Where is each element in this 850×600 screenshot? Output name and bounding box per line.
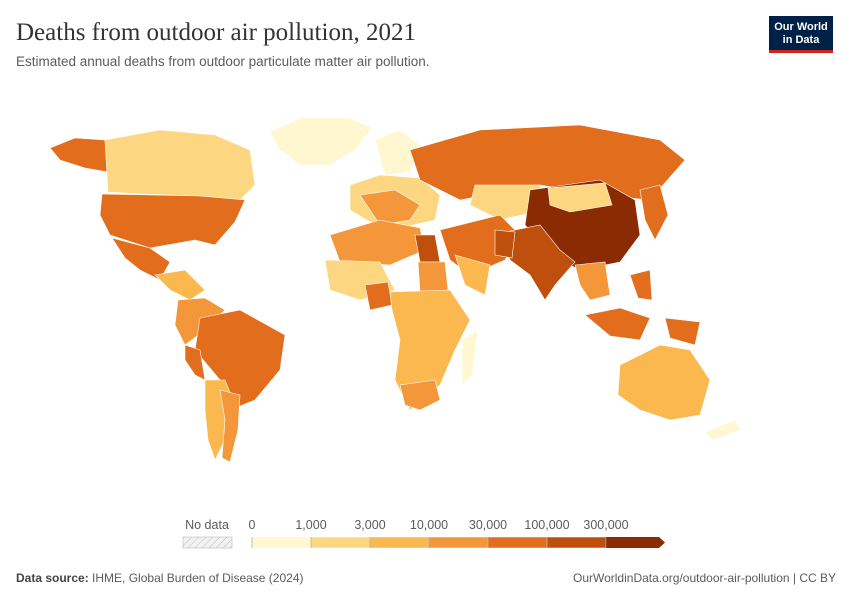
legend-scale: 0 1,000 3,000 10,000 30,000 100,000 300,000 bbox=[249, 518, 665, 549]
legend-bin bbox=[546, 536, 607, 549]
subtitle: Estimated annual deaths from outdoor par… bbox=[16, 54, 429, 69]
legend: No data 0 1,000 3,000 10,000 30,000 100,000 30… bbox=[182, 518, 665, 549]
legend-bin bbox=[310, 536, 371, 549]
legend-tick-label: 3,000 bbox=[354, 518, 385, 532]
source-text: IHME, Global Burden of Disease (2024) bbox=[92, 571, 303, 585]
legend-bin bbox=[487, 536, 548, 549]
legend-tick-label: 0 bbox=[249, 518, 256, 532]
logo-text: in Data bbox=[783, 34, 821, 46]
legend-bin bbox=[428, 536, 489, 549]
logo-text: Our World bbox=[774, 21, 828, 33]
legend-bin bbox=[606, 537, 665, 548]
legend-tick-label: 30,000 bbox=[469, 518, 507, 532]
source: Data source: IHME, Global Burden of Dise… bbox=[16, 571, 303, 585]
legend-bin bbox=[251, 536, 312, 549]
logo[interactable]: Our World in Data bbox=[769, 16, 833, 53]
no-data-swatch bbox=[182, 536, 233, 549]
legend-tick-label: 1,000 bbox=[295, 518, 326, 532]
legend-bin bbox=[369, 536, 430, 549]
url[interactable]: OurWorldinData.org/outdoor-air-pollution… bbox=[573, 571, 836, 585]
world-map bbox=[49, 117, 741, 463]
legend-tick-label: 100,000 bbox=[524, 518, 569, 532]
legend-tick-label: 10,000 bbox=[410, 518, 448, 532]
source-label: Data source: bbox=[16, 571, 89, 585]
no-data-label: No data bbox=[185, 518, 229, 532]
title: Deaths from outdoor air pollution, 2021 bbox=[16, 19, 416, 46]
legend-tick-label: 300,000 bbox=[583, 518, 628, 532]
